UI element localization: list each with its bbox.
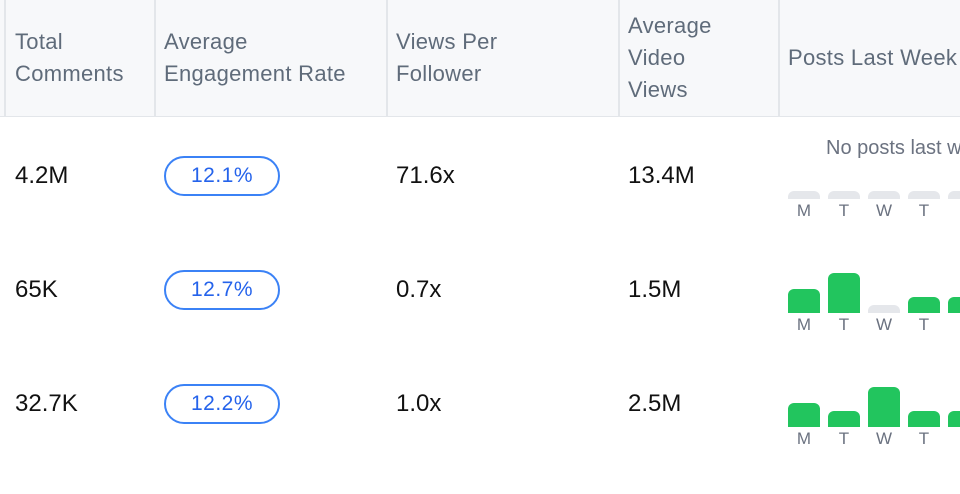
engagement-rate: 12.1% <box>164 156 280 196</box>
day-label: W <box>875 315 893 334</box>
day-label: M <box>796 201 812 220</box>
engagement-rate: 12.7% <box>164 270 280 310</box>
column-header[interactable]: Average Engagement Rate <box>164 29 346 86</box>
column-divider <box>154 0 156 116</box>
column-header[interactable]: Total Comments <box>15 29 124 86</box>
engagement-rate: 12.2% <box>164 384 280 424</box>
day-label: W <box>875 201 893 220</box>
day-label: T <box>838 429 850 448</box>
post-bar <box>948 411 960 427</box>
post-bar <box>788 191 820 199</box>
day-label: M <box>796 315 812 334</box>
post-bar <box>868 191 900 199</box>
day-label: T <box>838 201 850 220</box>
post-bar <box>908 191 940 199</box>
post-bar <box>908 411 940 427</box>
day-label: T <box>838 315 850 334</box>
column-header[interactable]: Posts Last Week <box>788 45 958 70</box>
views-per-follower: 1.0x <box>396 390 442 417</box>
views-per-follower: 71.6x <box>396 162 455 189</box>
post-bar <box>908 297 940 313</box>
post-bar <box>868 305 900 313</box>
column-divider <box>386 0 388 116</box>
post-bar <box>828 411 860 427</box>
day-label: T <box>918 315 930 334</box>
empty-note: No posts last week <box>826 137 960 159</box>
table-header <box>0 0 960 117</box>
column-header[interactable]: Views Per Follower <box>396 29 498 86</box>
day-label: T <box>918 201 930 220</box>
day-label: T <box>918 429 930 448</box>
day-label: F <box>948 315 960 335</box>
column-divider <box>618 0 620 116</box>
total-comments: 65K <box>15 276 58 303</box>
column-divider <box>778 0 780 116</box>
post-bar <box>828 191 860 199</box>
average-video-views: 13.4M <box>628 162 695 189</box>
post-bar <box>868 387 900 427</box>
day-label: F <box>948 201 960 221</box>
average-video-views: 2.5M <box>628 390 682 417</box>
day-label: W <box>875 429 893 448</box>
average-video-views: 1.5M <box>628 276 682 303</box>
post-bar <box>828 273 860 313</box>
post-bar <box>788 289 820 313</box>
post-bar <box>948 191 960 199</box>
column-header[interactable]: Average Video Views <box>628 13 712 102</box>
day-label: M <box>796 429 812 448</box>
total-comments: 32.7K <box>15 390 78 417</box>
total-comments: 4.2M <box>15 162 69 189</box>
views-per-follower: 0.7x <box>396 276 442 303</box>
post-bar <box>788 403 820 427</box>
post-bar <box>948 297 960 313</box>
day-label: F <box>948 429 960 449</box>
column-divider <box>4 0 6 116</box>
